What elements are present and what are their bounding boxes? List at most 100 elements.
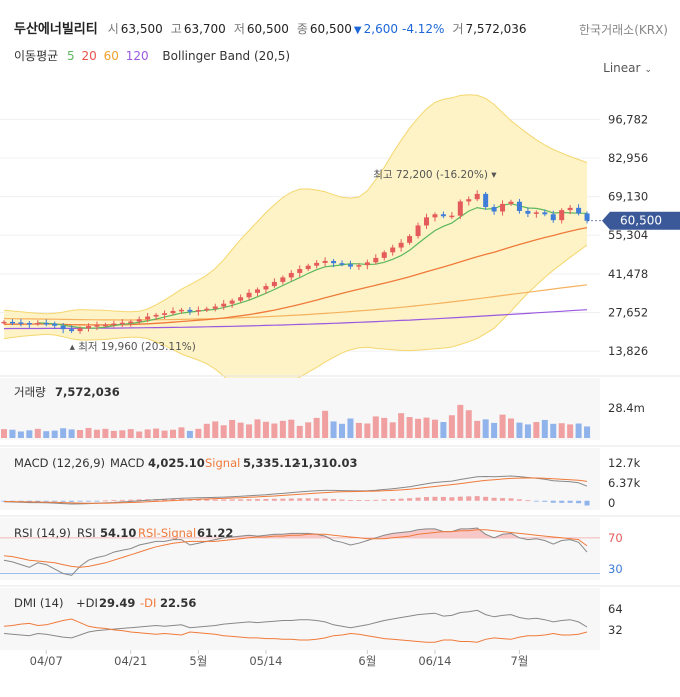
price-annotations: 최고 72,200 (-16.20%) ▾ ▴ 최저 19,960 (203.11…: [70, 169, 680, 353]
dmi-lines: [3, 609, 588, 643]
candle-body: [440, 214, 446, 217]
macd-histogram-bar: [288, 498, 294, 501]
macd-histogram-bar: [559, 500, 565, 503]
candle-body: [221, 303, 227, 307]
scale-select-value: Linear: [603, 61, 641, 75]
macd-histogram-bar: [331, 499, 337, 501]
macd-axis: 12.7k 6.37k 0: [608, 456, 641, 510]
macd-histogram-bar: [542, 500, 548, 502]
macd-histogram-bar: [533, 500, 539, 502]
ma5-legend[interactable]: 5: [67, 49, 75, 63]
ma-legend-label: 이동평균: [14, 49, 59, 63]
open-value: 63,500: [120, 22, 163, 36]
candle-body: [331, 260, 337, 264]
stock-name: 두산에너빌리티: [14, 22, 98, 37]
macd-histogram-bar: [60, 500, 66, 502]
ma60-legend[interactable]: 60: [103, 49, 119, 63]
volume-bar: [575, 423, 582, 438]
volume-bar: [541, 419, 548, 438]
macd-histogram-bar: [128, 499, 134, 501]
volume-bar: [499, 414, 506, 438]
candle-body: [550, 214, 556, 221]
macd-y-tick: 0: [608, 496, 615, 510]
candle-body: [567, 207, 573, 211]
volume-bar: [77, 430, 84, 438]
volume-bar: [533, 422, 540, 438]
volume-bar: [474, 420, 481, 438]
volume-bar: [43, 431, 50, 438]
macd-histogram-bar: [314, 498, 320, 501]
x-tick-label: 7월: [510, 654, 528, 668]
low-label: 저: [233, 22, 245, 36]
candle-body: [449, 215, 455, 218]
rsi-panel: [0, 518, 600, 580]
dmi-axis: 64 32: [608, 602, 623, 637]
candle-body: [128, 321, 134, 324]
volume-bar: [178, 427, 185, 438]
macd-value: 4,025.10: [148, 456, 205, 470]
candles: [1, 190, 590, 334]
bollinger-legend[interactable]: Bollinger Band (20,5): [162, 49, 291, 63]
candle-body: [373, 257, 379, 263]
candle-body: [559, 210, 565, 221]
candle-body: [474, 193, 480, 200]
macd-histogram-bar: [111, 500, 117, 501]
macd-histogram-bar: [102, 500, 108, 502]
volume-bar: [26, 430, 33, 438]
pdi-label: +DI: [76, 596, 98, 610]
rsi-axis: 70 30: [608, 531, 623, 576]
macd-histogram-bar: [576, 500, 582, 504]
pdi-value: 29.49: [99, 596, 135, 610]
candle-body: [576, 207, 582, 214]
volume-bar: [203, 423, 210, 438]
volume-bar: [288, 419, 295, 438]
y-tick-label: 13,826: [608, 344, 648, 358]
change-value: 2,600: [363, 22, 398, 36]
volume-axis: 28.4m: [608, 401, 645, 415]
ma20-legend[interactable]: 20: [81, 49, 97, 63]
close-label: 종: [296, 22, 308, 36]
ma120-legend[interactable]: 120: [125, 49, 149, 63]
volume-y-tick: 28.4m: [608, 401, 645, 415]
candle-body: [9, 321, 15, 324]
macd-histogram-bar: [69, 500, 75, 502]
candle-body: [407, 236, 413, 243]
macd-histogram-bar: [567, 500, 573, 503]
macd-histogram-bar: [305, 498, 311, 501]
candle-body: [322, 260, 328, 263]
macd-histogram-bar: [424, 497, 429, 501]
dmi-title: DMI (14): [14, 596, 63, 610]
volume-bar: [448, 415, 455, 438]
volume-bar: [93, 429, 100, 438]
volume-bar: [550, 423, 557, 438]
candle-body: [424, 217, 429, 226]
candle-body: [525, 210, 531, 214]
macd-histogram-bar: [77, 500, 83, 502]
volume-bar: [465, 410, 472, 438]
x-tick-label: 05/14: [249, 654, 282, 668]
macd-histogram-bar: [35, 500, 41, 502]
current-price-label: 60,500: [620, 214, 662, 228]
scale-select[interactable]: Linear ⌄: [603, 61, 652, 75]
volume-bar: [127, 429, 134, 438]
ma60-line: [3, 284, 588, 321]
macd-histogram-bar: [390, 499, 396, 501]
candle-body: [77, 328, 83, 332]
rsi-signal-value: 61.22: [197, 526, 233, 540]
macd-histogram-bar: [204, 499, 210, 501]
macd-histogram-bar: [246, 499, 252, 501]
volume-bar: [254, 419, 261, 438]
macd-histogram-bar: [280, 498, 286, 501]
volume-bar: [186, 430, 193, 438]
bollinger-upper-line: [3, 94, 588, 315]
candle-body: [500, 203, 506, 212]
macd-histogram-bar: [432, 496, 438, 501]
macd-histogram-bar: [364, 500, 370, 501]
macd-histogram-bar: [43, 500, 49, 502]
candle-body: [457, 201, 463, 216]
volume-bar: [415, 418, 422, 438]
volume-bar: [457, 404, 464, 438]
volume-bar: [212, 421, 219, 438]
candle-body: [204, 308, 210, 311]
candle-body: [170, 310, 176, 314]
